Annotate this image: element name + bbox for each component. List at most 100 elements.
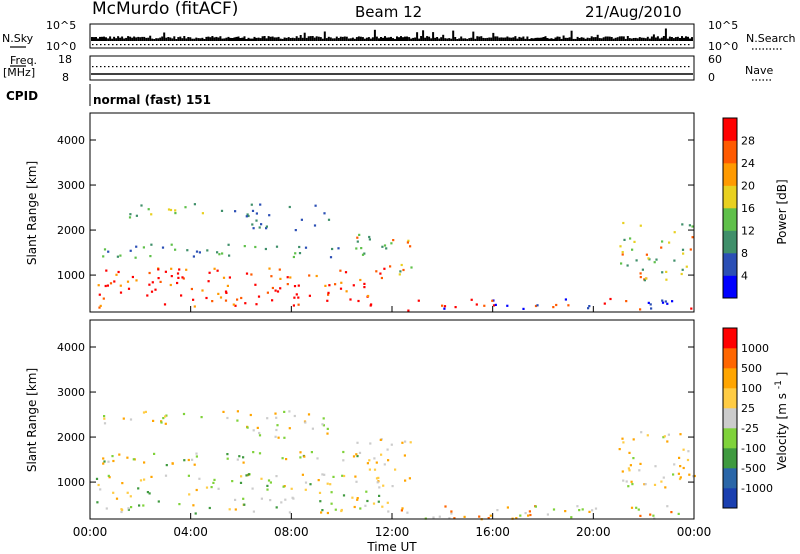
nsearch-dot	[352, 44, 354, 46]
echo-cell	[135, 245, 138, 248]
nsearch-dot	[540, 44, 542, 46]
echo-cell	[386, 501, 389, 504]
nsearch-dot	[632, 44, 634, 46]
nsearch-dot	[596, 44, 598, 46]
nsearch-dot	[496, 44, 498, 46]
velocity-heatmap	[95, 410, 696, 521]
echo-cell	[365, 490, 368, 493]
nave-dot	[552, 66, 554, 68]
echo-cell	[193, 203, 196, 206]
nave-dot	[196, 66, 198, 68]
nsky-bar	[279, 38, 282, 41]
nave-dot	[168, 66, 170, 68]
echo-cell	[103, 248, 107, 251]
echo-cell	[178, 268, 181, 271]
nsky-bar	[586, 37, 589, 41]
nsky-bar	[133, 36, 136, 41]
echo-cell	[234, 304, 237, 307]
echo-cell	[578, 509, 581, 512]
echo-cell	[332, 475, 335, 478]
echo-cell	[661, 301, 665, 304]
echo-cell	[303, 455, 306, 458]
echo-cell	[645, 253, 648, 256]
nsearch-tick-top: 10^5	[708, 19, 738, 32]
nsearch-dot	[468, 44, 470, 46]
echo-cell	[633, 240, 636, 243]
echo-cell	[242, 461, 245, 464]
echo-cell	[112, 459, 115, 463]
echo-cell	[678, 477, 682, 481]
nsearch-dot	[640, 44, 642, 46]
time-x-axis: 00:00 04:00 08:00 12:00 16:00 20:00 00:00	[73, 306, 711, 539]
nsearch-dot	[572, 44, 574, 46]
echo-cell	[185, 268, 188, 271]
nsky-bar	[113, 36, 116, 41]
nsearch-dot	[340, 44, 342, 46]
nsearch-dot	[400, 44, 402, 46]
nsky-bar	[359, 36, 362, 41]
echo-cell	[519, 514, 522, 517]
y-tick-label: 2000	[57, 224, 85, 237]
echo-cell	[494, 303, 497, 306]
nsky-bar	[674, 37, 677, 41]
nsky-bar	[662, 36, 665, 41]
echo-cell	[107, 474, 110, 477]
nsky-bar	[175, 39, 178, 41]
nsky-bar	[504, 37, 507, 41]
echo-cell	[206, 249, 209, 252]
echo-cell	[454, 306, 457, 309]
echo-cell	[682, 448, 685, 451]
echo-cell	[409, 441, 412, 444]
echo-cell	[147, 208, 150, 211]
nave-dot	[540, 66, 542, 68]
nsearch-dot	[168, 44, 170, 46]
freq-label-2: [MHz]	[3, 66, 35, 79]
nave-dot	[628, 66, 630, 68]
nsearch-dot	[472, 44, 474, 46]
nsearch-dot	[212, 44, 214, 46]
nsky-bar	[634, 37, 637, 41]
colorbar-tick-label: 24	[741, 157, 755, 170]
echo-cell	[180, 294, 183, 297]
nave-dot	[352, 66, 354, 68]
echo-cell	[330, 502, 333, 505]
echo-cell	[268, 214, 271, 217]
echo-cell	[609, 297, 612, 301]
nave-dot	[564, 66, 566, 68]
nsearch-dot	[308, 44, 310, 46]
nsky-bar	[327, 36, 330, 41]
nave-dot	[452, 66, 454, 68]
nave-dot	[204, 66, 206, 68]
nave-dot	[668, 66, 670, 68]
nsearch-dot	[324, 44, 326, 46]
nave-dot	[172, 66, 174, 68]
echo-cell	[298, 252, 302, 255]
echo-cell	[139, 479, 143, 482]
echo-cell	[286, 283, 289, 286]
echo-cell	[283, 436, 286, 439]
nave-dot	[576, 66, 578, 68]
nave-dot	[112, 66, 114, 68]
colorbar-swatch	[723, 275, 737, 299]
echo-cell	[406, 241, 409, 244]
echo-cell	[151, 281, 154, 284]
echo-cell	[681, 223, 684, 226]
nsearch-dot	[428, 44, 430, 46]
nsearch-dot	[368, 44, 370, 46]
echo-cell	[304, 488, 307, 491]
nsearch-dot	[660, 44, 662, 46]
echo-cell	[528, 510, 531, 513]
echo-cell	[443, 307, 446, 310]
nsky-bar	[345, 36, 348, 41]
echo-cell	[629, 464, 632, 467]
nave-dot	[428, 66, 430, 68]
echo-cell	[647, 257, 650, 260]
echo-cell	[135, 214, 138, 217]
nsky-bar	[331, 38, 334, 41]
echo-cell	[660, 480, 663, 483]
nsky-bar	[462, 38, 465, 41]
echo-cell	[687, 450, 690, 453]
nave-tick-top: 60	[708, 53, 722, 66]
nave-dot	[584, 66, 586, 68]
nsky-bar	[410, 38, 413, 41]
